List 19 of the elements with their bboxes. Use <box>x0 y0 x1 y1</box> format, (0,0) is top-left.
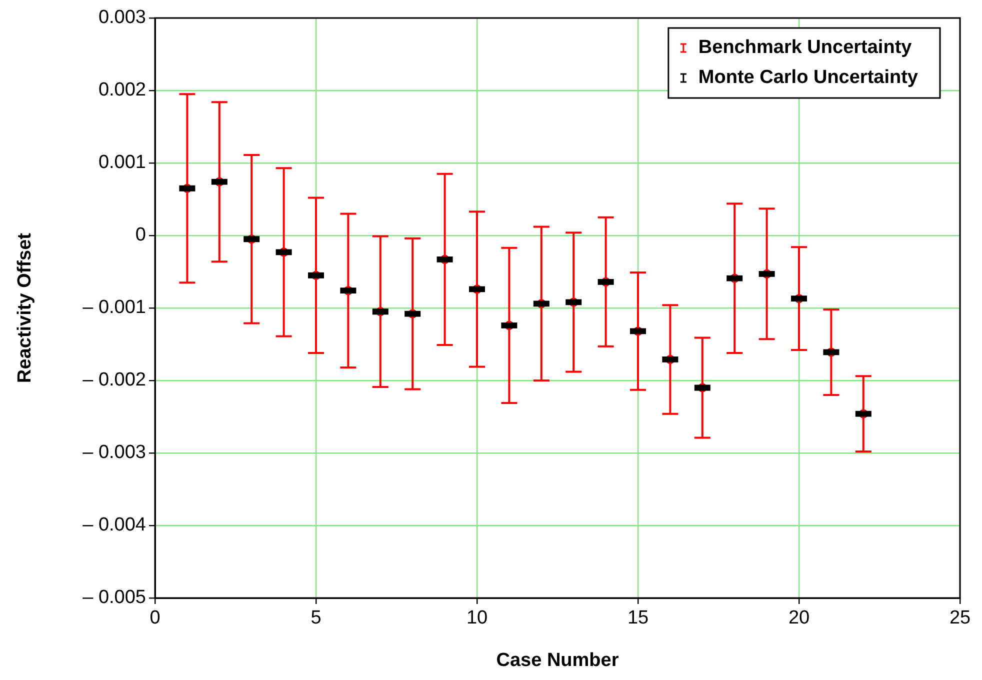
y-tick-label: – 0.002 <box>82 370 146 391</box>
y-tick-label: – 0.001 <box>82 297 146 318</box>
x-tick-label: 5 <box>310 608 322 629</box>
y-tick-label: 0 <box>135 224 146 246</box>
x-tick-label: 15 <box>627 608 649 629</box>
y-axis-title: Reactivity Offset <box>14 232 36 383</box>
legend-label: Monte Carlo Uncertainty <box>698 67 918 88</box>
y-tick-label: 0.002 <box>98 80 146 101</box>
x-tick-label: 25 <box>949 608 971 629</box>
y-tick-label: – 0.003 <box>82 442 146 464</box>
y-tick-label: 0.001 <box>98 152 146 174</box>
y-tick-label: 0.003 <box>98 7 146 28</box>
y-tick-label: – 0.005 <box>82 587 146 608</box>
x-tick-label: 0 <box>150 608 160 629</box>
x-tick-label: 20 <box>788 608 810 629</box>
y-tick-label: – 0.004 <box>82 514 146 536</box>
x-tick-label: 10 <box>466 608 488 629</box>
x-axis-title: Case Number <box>496 650 620 671</box>
legend-label: Benchmark Uncertainty <box>698 37 912 58</box>
